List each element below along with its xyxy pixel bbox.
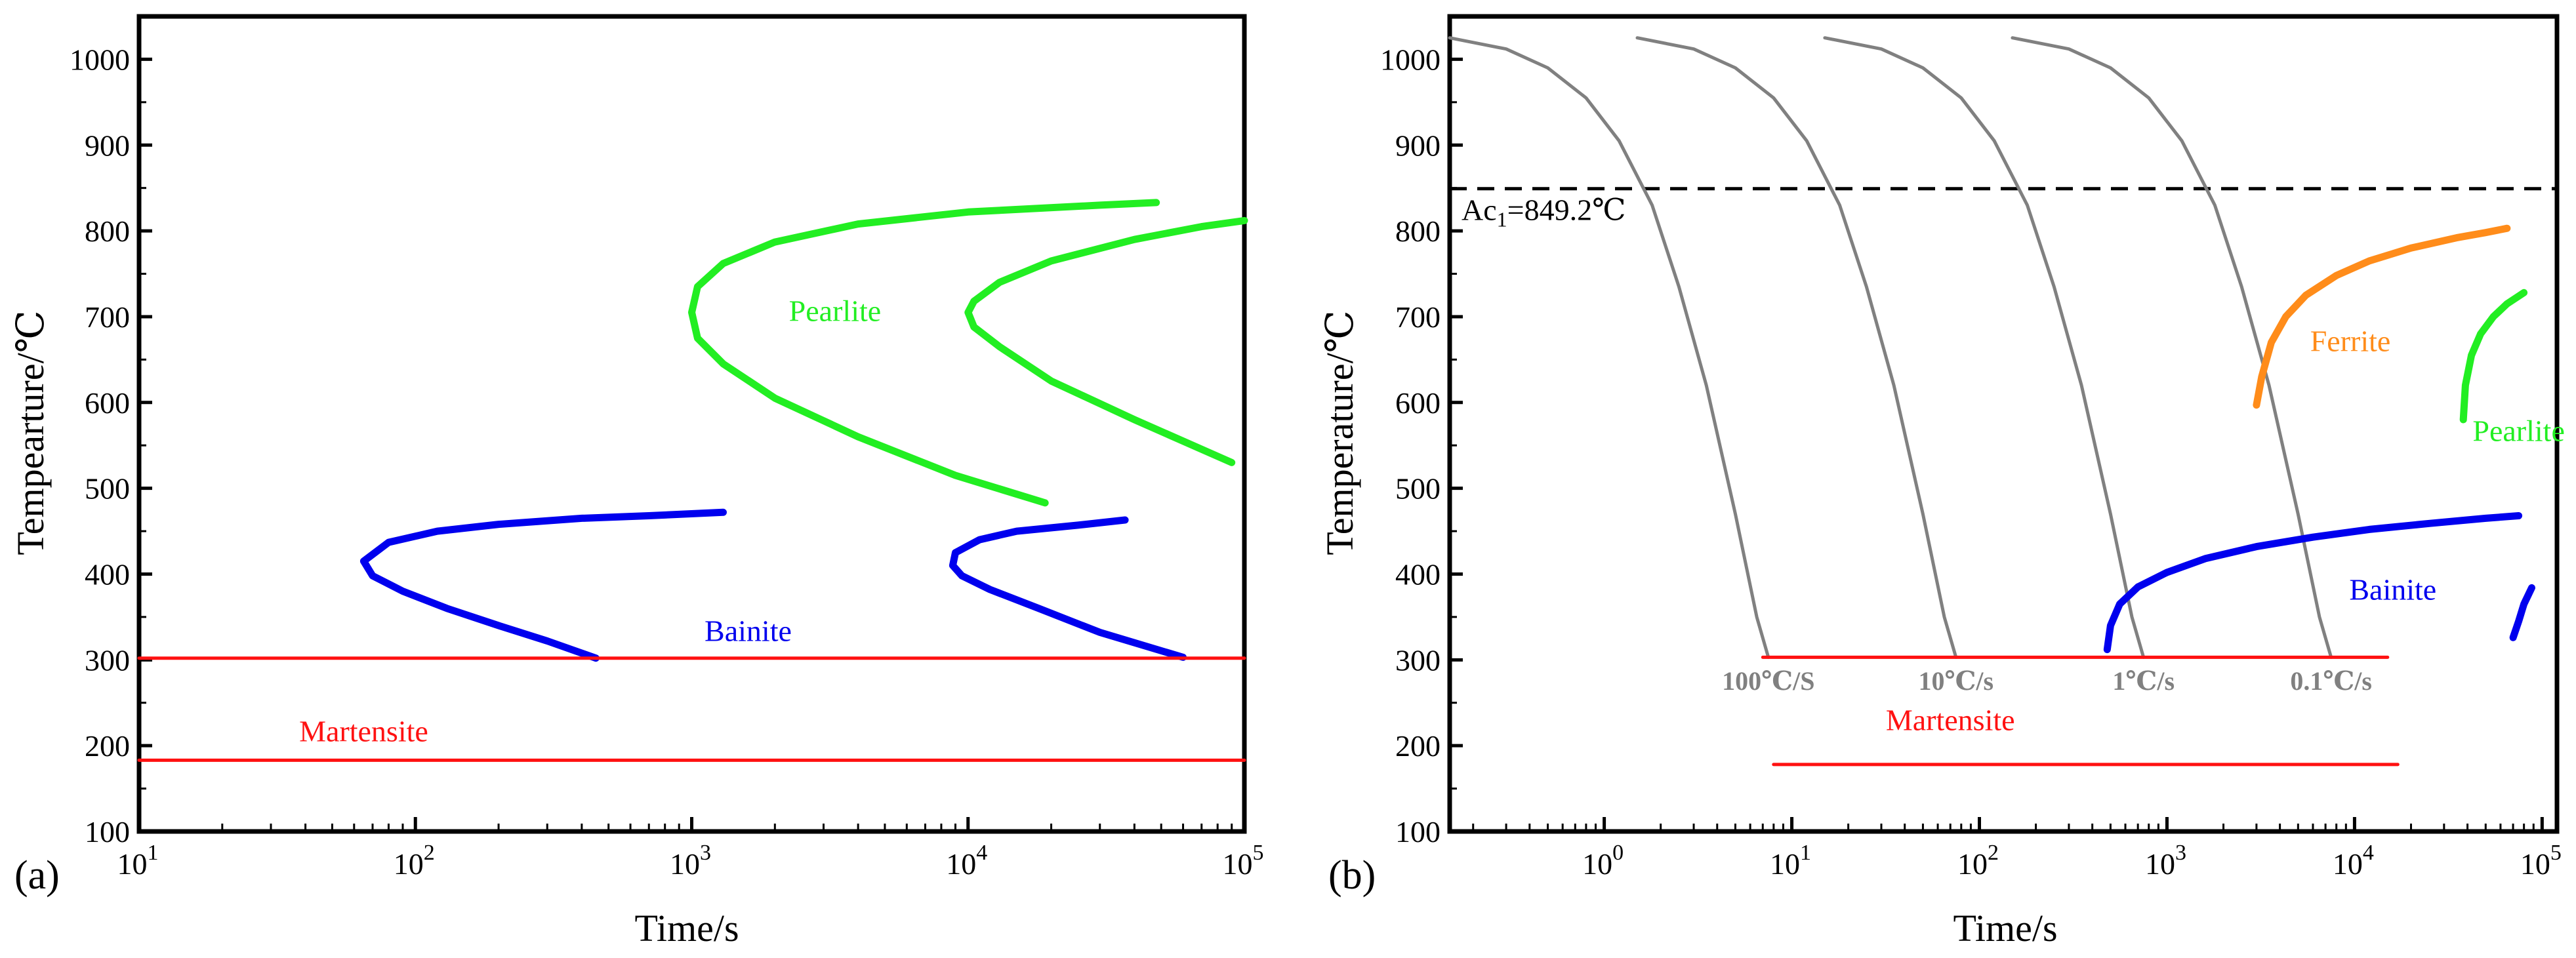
panel-b-plot-frame bbox=[1447, 14, 2560, 834]
panel-a-y-tick-label: 100 bbox=[85, 815, 130, 848]
panel-b-cooling-rate-label: 1℃/s bbox=[2112, 666, 2175, 696]
panel-b-ac1-label: Ac1=849.2℃ bbox=[1462, 193, 1626, 231]
panel-b-series-10-s bbox=[1635, 36, 1958, 659]
panel-b-y-tick-label: 100 bbox=[1395, 815, 1441, 848]
panel-a-series-bainite-start bbox=[359, 508, 727, 662]
panel-a-y-tick-label: 700 bbox=[85, 300, 130, 334]
panel-a-y-tick-label: 500 bbox=[85, 472, 130, 506]
panel-b-y-tick-label: 500 bbox=[1395, 472, 1441, 506]
panel-a-y-axis-label: Tempearture/℃ bbox=[9, 310, 52, 555]
panel-a-x-tick-label: 101 bbox=[117, 841, 159, 881]
panel-b-plot: 100 200 300 400 500 600 700 800 900 1000 100 101 102… bbox=[1380, 14, 2565, 881]
panel-b-letter: (b) bbox=[1328, 853, 1376, 898]
panel-a-series-bainite-finish bbox=[949, 516, 1187, 661]
panel-b-x-tick-label: 102 bbox=[1957, 841, 1999, 881]
panel-a-x-tick-label: 103 bbox=[670, 841, 711, 881]
panel-b-y-tick-label: 800 bbox=[1395, 214, 1441, 248]
panel-a-x-axis-label: Time/s bbox=[634, 907, 739, 949]
panel-a-x-tick-label: 102 bbox=[394, 841, 435, 881]
panel-a: (a) Time/s Tempearture/℃ bbox=[9, 310, 739, 949]
panel-b-cooling-rate-label: 10℃/s bbox=[1918, 666, 1993, 696]
panel-b-x-axis-label: Time/s bbox=[1953, 907, 2057, 949]
panel-a-y-tick-label: 800 bbox=[85, 214, 130, 248]
panel-b-series-100-s bbox=[1448, 36, 1770, 659]
panel-a-plot: 100 200 300 400 500 600 700 800 900 1000 101 102 103… bbox=[70, 14, 1264, 881]
panel-b-y-tick-label: 900 bbox=[1395, 129, 1441, 162]
panel-b-y-tick-label: 400 bbox=[1395, 557, 1441, 591]
panel-b-y-tick-label: 200 bbox=[1395, 729, 1441, 763]
panel-b-x-tick-label: 103 bbox=[2145, 841, 2186, 881]
panel-b: (b) Time/s Temperature/℃ bbox=[1319, 310, 2058, 949]
panel-b-series-bainite-main bbox=[2103, 512, 2523, 654]
panel-b-cooling-rate-label: 100℃/S bbox=[1722, 666, 1814, 696]
panel-b-y-axis-label: Temperature/℃ bbox=[1319, 310, 1361, 555]
panel-a-y-tick-label: 1000 bbox=[70, 43, 130, 76]
panel-a-annotation-martensite: Martensite bbox=[299, 715, 428, 748]
panel-b-cooling-rate-label: 0.1℃/s bbox=[2290, 666, 2372, 696]
panel-a-annotation-pearlite: Pearlite bbox=[789, 294, 882, 327]
panel-b-series-pearlite bbox=[2459, 289, 2528, 424]
panel-b-annotation-pearlite: Pearlite bbox=[2472, 414, 2565, 448]
panel-a-annotation-bainite: Bainite bbox=[705, 614, 792, 648]
panel-b-annotation-ferrite: Ferrite bbox=[2310, 324, 2391, 357]
panel-b-x-tick-label: 101 bbox=[1770, 841, 1811, 881]
panel-b-y-tick-label: 600 bbox=[1395, 386, 1441, 420]
panel-b-annotation-martensite: Martensite bbox=[1886, 704, 2015, 737]
panel-b-annotation-bainite: Bainite bbox=[2349, 573, 2436, 607]
panel-b-series-bainite-fragment bbox=[2509, 584, 2535, 641]
panel-a-letter: (a) bbox=[14, 853, 60, 898]
plot-layer: 100 200 300 400 500 600 700 800 900 1000 101 102 103… bbox=[70, 14, 2565, 881]
panel-a-x-tick-label: 105 bbox=[1223, 841, 1264, 881]
panel-b-x-tick-label: 105 bbox=[2520, 841, 2562, 881]
panel-b-series-ferrite bbox=[2253, 224, 2511, 409]
panel-a-series-pearlite-start bbox=[688, 199, 1160, 507]
panel-b-y-tick-label: 700 bbox=[1395, 300, 1441, 334]
panel-a-x-tick-label: 104 bbox=[946, 841, 987, 881]
panel-a-y-tick-label: 900 bbox=[85, 129, 130, 162]
panel-a-y-tick-label: 600 bbox=[85, 386, 130, 420]
panel-a-y-tick-label: 300 bbox=[85, 643, 130, 677]
panel-b-x-tick-label: 104 bbox=[2333, 841, 2374, 881]
panel-b-series-0-1-s bbox=[2011, 36, 2333, 659]
panel-a-y-tick-label: 400 bbox=[85, 557, 130, 591]
panel-a-y-tick-label: 200 bbox=[85, 729, 130, 763]
panel-b-x-tick-label: 100 bbox=[1582, 841, 1624, 881]
panel-b-y-tick-label: 1000 bbox=[1380, 43, 1441, 76]
panel-b-y-tick-label: 300 bbox=[1395, 643, 1441, 677]
panel-a-series-pearlite-finish bbox=[964, 216, 1248, 466]
panel-b-series-1-s bbox=[1823, 36, 2146, 659]
